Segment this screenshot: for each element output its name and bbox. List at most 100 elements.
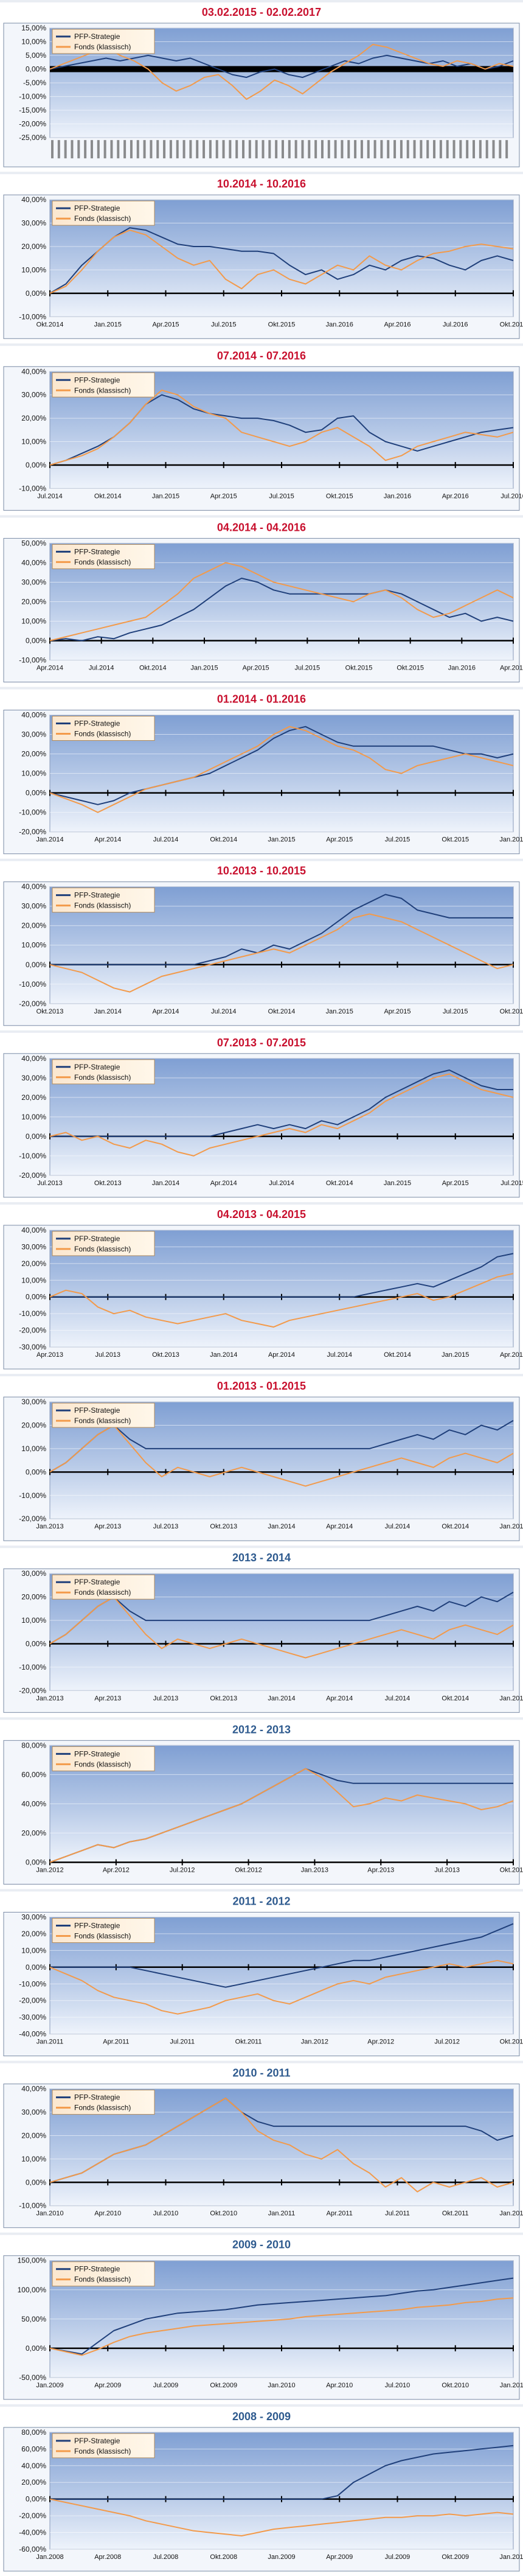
chart-title: 2012 - 2013 bbox=[232, 1723, 291, 1735]
y-tick-label: 40,00% bbox=[21, 2085, 46, 2093]
legend-label-fund: Fonds (klassisch) bbox=[74, 386, 131, 394]
y-tick-label: -20,00% bbox=[19, 1326, 46, 1335]
series-line-fund bbox=[49, 390, 514, 466]
x-tick-label: Okt.2014 bbox=[442, 1523, 469, 1530]
y-tick-label: -20,00% bbox=[19, 1686, 46, 1695]
y-tick-label: 20,00% bbox=[21, 242, 46, 251]
x-tick-label: Jul.2013 bbox=[95, 1351, 120, 1359]
x-tick-label: Jan.2013 bbox=[301, 1866, 328, 1874]
legend-box bbox=[52, 887, 155, 913]
x-date-tick bbox=[373, 140, 376, 159]
x-tick-label: Jul.2014 bbox=[269, 1180, 294, 1187]
x-date-tick bbox=[380, 140, 383, 159]
legend-box bbox=[52, 1746, 155, 1771]
x-tick-label: Okt.2014 bbox=[268, 1008, 296, 1015]
series-line-fund bbox=[49, 2098, 514, 2193]
chart-section: 2008 - 2009 80,00% 60,00% 40,00% 20,00% 0,00%… bbox=[0, 2404, 523, 2572]
x-tick-label: Jan.2010 bbox=[36, 2210, 63, 2217]
x-date-tick bbox=[341, 140, 344, 159]
x-date-tick bbox=[84, 140, 87, 159]
section-divider bbox=[0, 172, 523, 175]
y-tick-label: 10,00% bbox=[21, 1276, 46, 1284]
legend-label-fund: Fonds (klassisch) bbox=[74, 1245, 131, 1253]
x-tick-label: Apr.2013 bbox=[94, 1523, 121, 1530]
y-tick-label: 40,00% bbox=[21, 1226, 46, 1234]
x-tick-label: Okt.2015 bbox=[326, 492, 353, 500]
section-divider bbox=[0, 1889, 523, 1892]
chart-section: 07.2013 - 07.2015 40,00% 30,00% 20,00% 10,00… bbox=[0, 1030, 523, 1198]
y-tick-label: 30,00% bbox=[21, 1242, 46, 1251]
x-tick-label: Okt.2014 bbox=[384, 1351, 411, 1359]
legend-label-fund: Fonds (klassisch) bbox=[74, 1588, 131, 1597]
y-tick-label: 0,00% bbox=[26, 461, 46, 469]
series-line-fund bbox=[49, 1424, 514, 1487]
x-tick-label: Jan.2008 bbox=[36, 2553, 63, 2561]
chart-title: 10.2014 - 10.2016 bbox=[217, 178, 306, 190]
x-tick-label: Jul.2016 bbox=[500, 492, 523, 500]
y-tick-label: 40,00% bbox=[21, 1799, 46, 1808]
series-line-strategy bbox=[49, 55, 514, 79]
x-date-tick bbox=[420, 140, 423, 159]
y-tick-label: 30,00% bbox=[21, 1913, 46, 1921]
series-line-strategy bbox=[49, 1592, 514, 1645]
x-tick-label: Okt.2015 bbox=[268, 321, 296, 328]
y-tick-label: 80,00% bbox=[21, 1741, 46, 1749]
x-tick-label: Jan.2015 bbox=[268, 836, 295, 844]
chart-title: 04.2013 - 04.2015 bbox=[217, 1208, 306, 1220]
x-date-tick bbox=[136, 140, 139, 159]
x-tick-label: Apr.2014 bbox=[326, 1523, 353, 1530]
series-line-strategy bbox=[49, 726, 514, 805]
y-tick-label: -40,00% bbox=[19, 2030, 46, 2039]
section-divider bbox=[0, 1545, 523, 1549]
y-tick-label: 0,00% bbox=[26, 1468, 46, 1476]
chart-title: 2008 - 2009 bbox=[232, 2410, 291, 2423]
y-tick-label: -10,00% bbox=[19, 656, 46, 665]
y-tick-label: 0,00% bbox=[26, 1132, 46, 1141]
x-tick-label: Jul.2011 bbox=[385, 2210, 410, 2217]
y-tick-label: 20,00% bbox=[21, 922, 46, 930]
series-line-fund bbox=[49, 913, 514, 993]
chart-title: 07.2013 - 07.2015 bbox=[217, 1037, 306, 1049]
x-tick-label: Apr.2014 bbox=[210, 1180, 237, 1187]
x-date-tick bbox=[182, 140, 185, 159]
x-tick-label: Jul.2009 bbox=[153, 2382, 179, 2389]
x-tick-label: Jul.2012 bbox=[170, 1866, 195, 1874]
y-tick-label: 40,00% bbox=[21, 367, 46, 376]
x-tick-label: Jan.2011 bbox=[36, 2039, 63, 2046]
section-divider bbox=[0, 2060, 523, 2063]
y-tick-label: 20,00% bbox=[21, 1093, 46, 1102]
y-tick-label: -10,00% bbox=[19, 484, 46, 492]
x-date-tick bbox=[169, 140, 172, 159]
y-tick-label: 40,00% bbox=[21, 1054, 46, 1063]
x-tick-label: Jul.2015 bbox=[269, 492, 294, 500]
x-tick-label: Okt.2015 bbox=[500, 1008, 523, 1015]
y-tick-label: -10,00% bbox=[19, 1491, 46, 1500]
x-tick-label: Jan.2015 bbox=[499, 1523, 523, 1530]
x-tick-label: Okt.2010 bbox=[210, 2210, 237, 2217]
chart-section: 2010 - 2011 40,00% 30,00% 20,00% 10,00% 0,00%… bbox=[0, 2060, 523, 2228]
x-tick-label: Apr.2011 bbox=[327, 2210, 353, 2217]
x-tick-label: Apr.2015 bbox=[442, 1180, 469, 1187]
x-tick-label: Okt.2012 bbox=[500, 2039, 523, 2046]
series-line-fund bbox=[49, 1273, 514, 1328]
legend-box bbox=[52, 1231, 155, 1256]
x-tick-label: Jan.2015 bbox=[442, 1351, 469, 1359]
legend-box bbox=[52, 1059, 155, 1085]
x-tick-label: Okt.2011 bbox=[442, 2210, 469, 2217]
y-tick-label: 20,00% bbox=[21, 1593, 46, 1601]
chart-section: 04.2014 - 04.2016 50,00% 40,00% 30,00% 20,00… bbox=[0, 515, 523, 683]
y-tick-label: 80,00% bbox=[21, 2428, 46, 2437]
y-tick-label: 10,00% bbox=[21, 1616, 46, 1625]
x-tick-label: Okt.2013 bbox=[210, 1523, 237, 1530]
x-tick-label: Jan.2016 bbox=[499, 836, 523, 844]
series-line-strategy bbox=[50, 2445, 514, 2500]
y-tick-label: 0,00% bbox=[26, 289, 46, 298]
chart-section: 01.2014 - 01.2016 40,00% 30,00% 20,00% 10,00… bbox=[0, 687, 523, 855]
y-tick-label: 50,00% bbox=[21, 539, 46, 547]
y-tick-label: -10,00% bbox=[19, 808, 46, 817]
legend-box bbox=[52, 1402, 155, 1428]
